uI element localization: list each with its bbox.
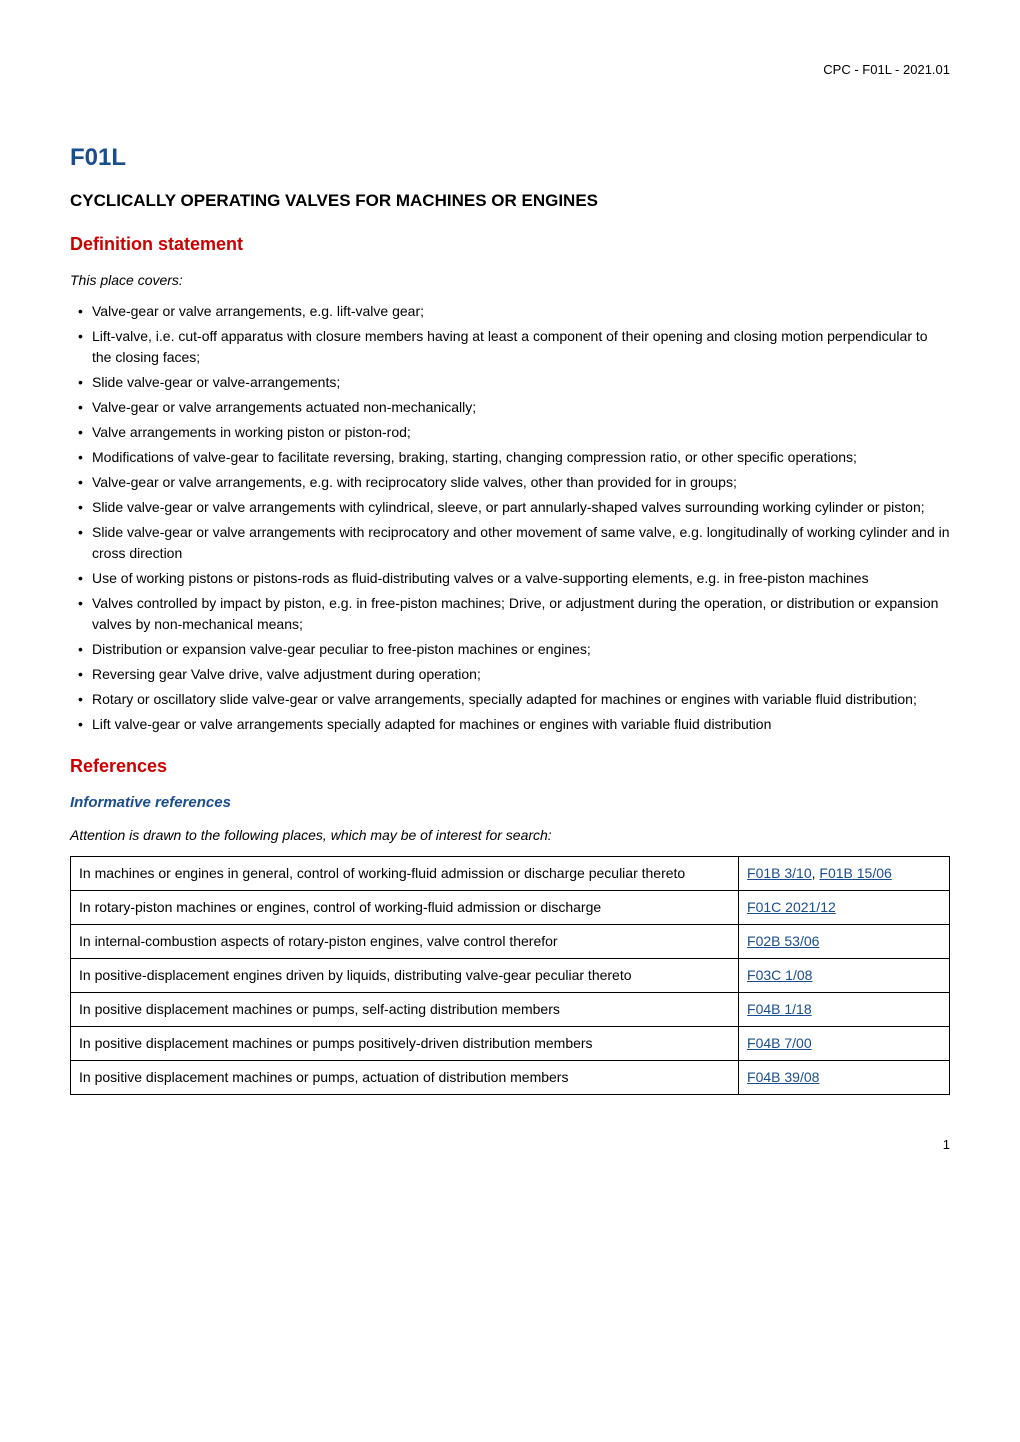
table-row: In positive displacement machines or pum… bbox=[71, 992, 950, 1026]
ref-codes: F01B 3/10, F01B 15/06 bbox=[739, 856, 950, 890]
ref-codes: F03C 1/08 bbox=[739, 958, 950, 992]
page-number: 1 bbox=[70, 1135, 950, 1155]
informative-references-heading: Informative references bbox=[70, 792, 950, 815]
list-item: Reversing gear Valve drive, valve adjust… bbox=[92, 664, 950, 685]
definition-intro: This place covers: bbox=[70, 270, 950, 291]
ref-codes: F04B 7/00 bbox=[739, 1026, 950, 1060]
code-link[interactable]: F02B 53/06 bbox=[747, 933, 819, 949]
list-item: Valve-gear or valve arrangements, e.g. w… bbox=[92, 472, 950, 493]
list-item: Slide valve-gear or valve arrangements w… bbox=[92, 497, 950, 518]
list-item: Valve-gear or valve arrangements actuate… bbox=[92, 397, 950, 418]
code-link[interactable]: F01B 3/10 bbox=[747, 865, 812, 881]
ref-codes: F04B 39/08 bbox=[739, 1060, 950, 1094]
list-item: Distribution or expansion valve-gear pec… bbox=[92, 639, 950, 660]
ref-desc: In positive displacement machines or pum… bbox=[71, 1060, 739, 1094]
doc-code: F01L bbox=[70, 140, 950, 176]
list-item: Modifications of valve-gear to facilitat… bbox=[92, 447, 950, 468]
doc-title: CYCLICALLY OPERATING VALVES FOR MACHINES… bbox=[70, 188, 950, 214]
table-row: In positive displacement machines or pum… bbox=[71, 1060, 950, 1094]
code-link[interactable]: F01C 2021/12 bbox=[747, 899, 836, 915]
code-link[interactable]: F03C 1/08 bbox=[747, 967, 812, 983]
ref-desc: In positive displacement machines or pum… bbox=[71, 992, 739, 1026]
code-link[interactable]: F04B 1/18 bbox=[747, 1001, 812, 1017]
references-table: In machines or engines in general, contr… bbox=[70, 856, 950, 1095]
table-row: In positive displacement machines or pum… bbox=[71, 1026, 950, 1060]
list-item: Slide valve-gear or valve arrangements w… bbox=[92, 522, 950, 564]
list-item: Valves controlled by impact by piston, e… bbox=[92, 593, 950, 635]
ref-desc: In internal-combustion aspects of rotary… bbox=[71, 924, 739, 958]
table-row: In positive-displacement engines driven … bbox=[71, 958, 950, 992]
list-item: Slide valve-gear or valve-arrangements; bbox=[92, 372, 950, 393]
ref-desc: In positive displacement machines or pum… bbox=[71, 1026, 739, 1060]
ref-desc: In machines or engines in general, contr… bbox=[71, 856, 739, 890]
ref-desc: In rotary-piston machines or engines, co… bbox=[71, 890, 739, 924]
list-item: Lift-valve, i.e. cut-off apparatus with … bbox=[92, 326, 950, 368]
header-meta: CPC - F01L - 2021.01 bbox=[70, 60, 950, 80]
definition-heading: Definition statement bbox=[70, 231, 950, 258]
table-row: In internal-combustion aspects of rotary… bbox=[71, 924, 950, 958]
list-item: Rotary or oscillatory slide valve-gear o… bbox=[92, 689, 950, 710]
ref-codes: F01C 2021/12 bbox=[739, 890, 950, 924]
code-link[interactable]: F04B 7/00 bbox=[747, 1035, 812, 1051]
references-intro: Attention is drawn to the following plac… bbox=[70, 825, 950, 846]
code-link[interactable]: F01B 15/06 bbox=[819, 865, 891, 881]
ref-desc: In positive-displacement engines driven … bbox=[71, 958, 739, 992]
ref-codes: F04B 1/18 bbox=[739, 992, 950, 1026]
table-row: In rotary-piston machines or engines, co… bbox=[71, 890, 950, 924]
list-item: Lift valve-gear or valve arrangements sp… bbox=[92, 714, 950, 735]
list-item: Valve arrangements in working piston or … bbox=[92, 422, 950, 443]
definition-list: Valve-gear or valve arrangements, e.g. l… bbox=[70, 301, 950, 735]
references-heading: References bbox=[70, 753, 950, 780]
list-item: Valve-gear or valve arrangements, e.g. l… bbox=[92, 301, 950, 322]
ref-codes: F02B 53/06 bbox=[739, 924, 950, 958]
table-row: In machines or engines in general, contr… bbox=[71, 856, 950, 890]
code-link[interactable]: F04B 39/08 bbox=[747, 1069, 819, 1085]
list-item: Use of working pistons or pistons-rods a… bbox=[92, 568, 950, 589]
